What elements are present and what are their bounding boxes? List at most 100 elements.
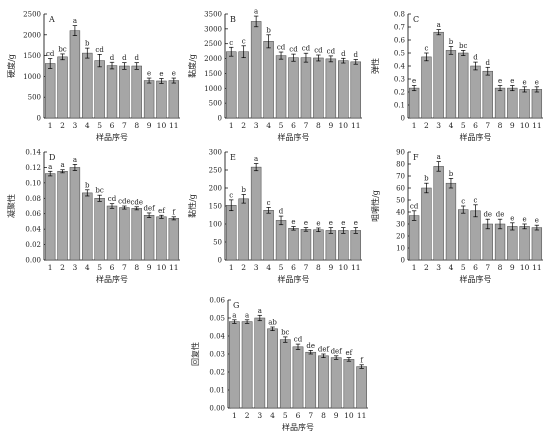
y-tick-label: 70: [396, 173, 405, 181]
bar: [519, 89, 530, 119]
panel-d: 0.00 0.02 0.04 0.06 0.08 0.10 0.12 0.14 a 1 a 2 a 3 b 4…: [6, 149, 180, 284]
bar: [458, 52, 469, 119]
bar: [238, 51, 249, 119]
bar: [433, 31, 444, 119]
significance-letter: c: [474, 196, 478, 204]
significance-letter: cd: [294, 336, 303, 344]
y-tick-label: 80: [396, 161, 405, 169]
y-tick-label: 0.00: [209, 405, 225, 413]
significance-letter: e: [341, 219, 345, 227]
x-tick-label: 1: [48, 263, 53, 272]
bar: [305, 351, 317, 409]
x-tick-label: 11: [532, 263, 542, 272]
bar: [318, 355, 329, 409]
x-tick-label: 10: [344, 411, 354, 420]
panel-label: B: [230, 15, 236, 24]
panel-label: F: [413, 153, 419, 162]
significance-letter: e: [329, 219, 333, 227]
y-tick-label: 0.02: [209, 369, 225, 377]
x-tick-label: 10: [520, 121, 530, 130]
x-axis-label: 样品序号: [282, 422, 314, 432]
bar: [69, 30, 81, 119]
y-tick-label: 150: [209, 203, 222, 211]
y-tick-label: 2500: [23, 11, 41, 19]
x-tick-label: 4: [266, 121, 271, 130]
y-tick-label: 40: [396, 209, 405, 217]
y-tick-label: 50: [396, 197, 405, 205]
bar: [225, 205, 237, 261]
bar: [350, 61, 362, 119]
significance-letter: e: [354, 219, 358, 227]
bar: [408, 87, 420, 119]
panel-label: A: [48, 15, 55, 24]
x-tick-label: 2: [241, 263, 246, 272]
y-tick-label: 0: [401, 115, 405, 123]
y-tick-label: 2500: [204, 40, 222, 48]
x-axis-label: 样品序号: [460, 274, 492, 284]
significance-letter: a: [73, 156, 77, 164]
bar: [94, 60, 105, 119]
bar: [119, 65, 130, 119]
x-tick-label: 4: [266, 263, 271, 272]
x-tick-label: 3: [257, 411, 262, 420]
panel-label: G: [233, 301, 239, 310]
significance-letter: b: [449, 38, 454, 46]
y-tick-label: 0: [37, 115, 41, 123]
significance-letter: bc: [58, 45, 66, 53]
panel-c: 0 0.1 0.2 0.3 0.4 0.5 0.6 0.7 0.8 e 1 c 2 a 3 b 4 bc 5 d 6 d 7…: [370, 11, 543, 142]
significance-letter: cd: [46, 50, 55, 58]
x-tick-label: 6: [473, 263, 478, 272]
x-tick-label: 1: [48, 121, 53, 130]
bar: [313, 229, 324, 261]
significance-letter: cd: [95, 46, 104, 54]
significance-letter: e: [510, 77, 514, 85]
significance-letter: b: [424, 175, 429, 183]
significance-letter: a: [254, 155, 258, 163]
y-tick-label: 0.05: [209, 315, 225, 323]
significance-letter: d: [341, 50, 346, 58]
x-tick-label: 1: [412, 121, 417, 130]
x-tick-label: 2: [245, 411, 250, 420]
significance-letter: d: [122, 54, 127, 62]
bar: [470, 65, 481, 119]
bar: [168, 80, 180, 119]
panel-e: 0 50 100 150 200 250 300 c 1 b 2 a 3 c 4 d 5 e 6 e 7 e 8 e 9 e 10 e…: [187, 149, 362, 284]
y-tick-label: 300: [209, 149, 222, 157]
x-axis-label: 样品序号: [96, 274, 128, 284]
x-tick-label: 5: [461, 121, 466, 130]
y-tick-label: 0.7: [394, 24, 405, 32]
bar: [131, 65, 142, 119]
x-tick-label: 8: [316, 121, 321, 130]
y-tick-label: 60: [396, 185, 405, 193]
bar: [267, 328, 278, 409]
bar: [445, 182, 457, 261]
panel-f: 0 10 20 30 40 50 60 70 80 90 cd 1 b 2 a 3 b 4 c 5 c 6 de 7 de 8 e 9…: [370, 149, 543, 284]
significance-letter: b: [449, 170, 454, 178]
significance-letter: a: [437, 21, 441, 29]
x-tick-label: 4: [85, 263, 90, 272]
x-tick-label: 4: [270, 411, 275, 420]
x-tick-label: 8: [498, 263, 503, 272]
y-tick-label: 500: [209, 100, 222, 108]
x-tick-label: 10: [339, 121, 349, 130]
bar: [325, 230, 337, 261]
x-tick-label: 10: [157, 263, 167, 272]
significance-letter: b: [266, 26, 271, 34]
x-tick-label: 11: [169, 263, 179, 272]
y-tick-label: 0.12: [25, 164, 41, 172]
bar: [229, 321, 240, 409]
bar: [507, 87, 518, 119]
significance-letter: f: [360, 356, 364, 364]
panel-a: 0 500 1000 1500 2000 2500 cd 1 bc 2 a 3 b 4 cd 5 d 6 d 7 d 8 e…: [6, 11, 180, 142]
bar: [238, 198, 249, 261]
bar: [313, 57, 324, 119]
significance-letter: e: [510, 214, 514, 222]
y-tick-label: 0.08: [25, 195, 41, 203]
significance-letter: b: [85, 40, 90, 48]
bar: [338, 230, 349, 261]
bar: [470, 210, 481, 261]
y-tick-label: 3500: [204, 11, 222, 19]
x-tick-label: 9: [334, 411, 339, 420]
bar: [254, 317, 266, 409]
